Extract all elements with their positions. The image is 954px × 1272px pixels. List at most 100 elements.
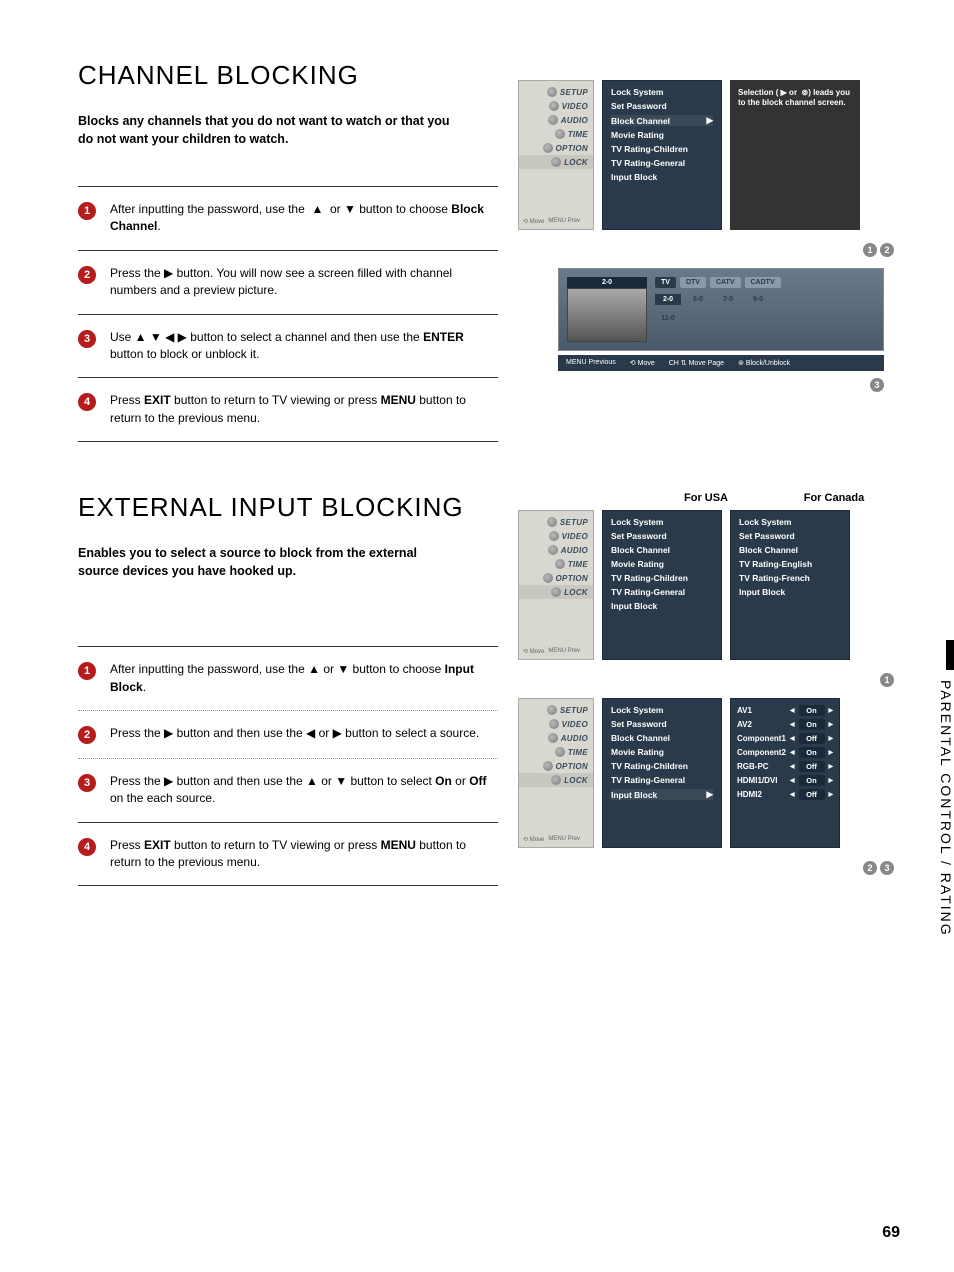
osd-menu-item: Input Block (739, 587, 841, 597)
section1-title: CHANNEL BLOCKING (78, 60, 498, 91)
step-text: Press EXIT button to return to TV viewin… (110, 837, 498, 872)
osd-sidebar-label: TIME (568, 748, 588, 757)
section-external-input-blocking: EXTERNAL INPUT BLOCKING Enables you to s… (78, 492, 894, 886)
section1-intro: Blocks any channels that you do not want… (78, 113, 458, 148)
osd-sidebar-label: AUDIO (561, 116, 588, 125)
menu-icon (548, 545, 558, 555)
osd-menu-panel: Lock SystemSet PasswordBlock Channel▶Mov… (602, 80, 722, 230)
menu-icon (543, 573, 553, 583)
osd-sidebar-label: AUDIO (561, 546, 588, 555)
channel-grid: TVDTVCATVCADTV 2-06-07-09-011-0 (655, 277, 875, 342)
input-settings-panel: AV1◀On▶AV2◀On▶Component1◀Off▶Component2◀… (730, 698, 840, 848)
step-number-badge: 4 (78, 838, 96, 856)
side-tab-label: PARENTAL CONTROL / RATING (938, 680, 954, 937)
osd-sidebar-label: TIME (568, 130, 588, 139)
step-refs-2a: 1 (518, 670, 894, 688)
side-tab-bar (946, 640, 954, 670)
channel-footer-hint: MENU Previous (566, 359, 616, 367)
osd-menu-label: Input Block (611, 601, 657, 611)
step-2: 2Press the ▶ button and then use the ◀ o… (78, 710, 498, 758)
osd-sidebar-item: VIDEO (519, 99, 593, 113)
triangle-right-icon: ▶ (829, 721, 834, 728)
osd-sidebar-item: AUDIO (519, 543, 593, 557)
input-block-row: HDMI1/DVI◀On▶ (737, 775, 833, 786)
step-text: Press the ▶ button and then use the ▲ or… (110, 773, 498, 808)
channel-tab: CATV (710, 277, 741, 288)
input-label: Component2 (737, 748, 786, 757)
osd-sidebar-item: VIDEO (519, 717, 593, 731)
page-number: 69 (882, 1224, 900, 1242)
channel-screen-footer: MENU Previous⟲ MoveCH ⇅ Move Page⊚ Block… (558, 355, 884, 371)
osd-menu-label: Set Password (739, 531, 795, 541)
triangle-right-icon: ▶ (829, 763, 834, 770)
step-text: Use ▲ ▼ ◀ ▶ button to select a channel a… (110, 329, 498, 364)
channel-cell: 6-0 (685, 294, 711, 305)
step-4: 4Press EXIT button to return to TV viewi… (78, 377, 498, 441)
input-label: HDMI2 (737, 790, 786, 799)
menu-icon (551, 587, 561, 597)
channel-cell: 11-0 (655, 313, 681, 324)
triangle-left-icon: ◀ (790, 791, 795, 798)
step-2: 2Press the ▶ button. You will now see a … (78, 250, 498, 314)
chevron-right-icon: ▶ (706, 789, 713, 800)
steps-column: CHANNEL BLOCKING Blocks any channels tha… (78, 60, 498, 442)
osd-menu-label: Input Block (611, 172, 657, 182)
osd-menu-item: Movie Rating (611, 747, 713, 757)
osd-sidebar-item: SETUP (519, 515, 593, 529)
step-text: After inputting the password, use the ▲ … (110, 661, 498, 696)
osd-menu-label: Block Channel (739, 545, 798, 555)
osd-menu-label: Lock System (611, 517, 663, 527)
step-1: 1After inputting the password, use the ▲… (78, 187, 498, 250)
osd-screen-2a: SETUPVIDEOAUDIOTIMEOPTIONLOCK⟲ MoveMENU … (518, 510, 894, 660)
step-number-badge: 1 (78, 662, 96, 680)
osd-sidebar-item: LOCK (519, 585, 593, 599)
osd-menu-label: TV Rating-Children (611, 144, 688, 154)
osd-screen-2b: SETUPVIDEOAUDIOTIMEOPTIONLOCK⟲ MoveMENU … (518, 698, 894, 848)
diagrams-column-1: SETUPVIDEOAUDIOTIMEOPTIONLOCK⟲ MoveMENU … (518, 60, 894, 442)
osd-menu-label: TV Rating-General (611, 158, 685, 168)
osd-sidebar-label: VIDEO (562, 720, 588, 729)
triangle-right-icon: ▶ (829, 791, 834, 798)
channel-footer-hint: CH ⇅ Move Page (669, 359, 724, 367)
osd-sidebar-label: AUDIO (561, 734, 588, 743)
section2-intro: Enables you to select a source to block … (78, 545, 458, 580)
osd-menu-label: Input Block (611, 790, 657, 800)
step-ref-badge: 3 (870, 378, 884, 392)
osd-menu-input-block: Lock SystemSet PasswordBlock ChannelMovi… (602, 698, 722, 848)
osd-menu-canada: Lock SystemSet PasswordBlock ChannelTV R… (730, 510, 850, 660)
osd-menu-usa: Lock SystemSet PasswordBlock ChannelMovi… (602, 510, 722, 660)
triangle-right-icon: ▶ (829, 749, 834, 756)
osd-menu-item: Movie Rating (611, 559, 713, 569)
triangle-left-icon: ◀ (790, 735, 795, 742)
osd-sidebar-footer: ⟲ MoveMENU Prev (519, 216, 593, 227)
input-value: On (799, 747, 825, 758)
step-ref-badge: 1 (863, 243, 877, 257)
step-number-badge: 3 (78, 330, 96, 348)
osd-menu-item: TV Rating-French (739, 573, 841, 583)
osd-menu-label: Block Channel (611, 733, 670, 743)
osd-sidebar-item: VIDEO (519, 529, 593, 543)
osd-menu-label: TV Rating-English (739, 559, 812, 569)
step-text: Press the ▶ button and then use the ◀ or… (110, 725, 479, 742)
menu-icon (543, 143, 553, 153)
input-block-row: Component2 ◀ On ▶ (737, 747, 833, 758)
menu-icon (549, 719, 559, 729)
osd-sidebar-footer: ⟲ MoveMENU Prev (519, 646, 593, 657)
osd-menu-label: Movie Rating (611, 559, 664, 569)
osd-menu-label: Movie Rating (611, 130, 664, 140)
input-value: On (799, 705, 825, 716)
osd-menu-item: TV Rating-General (611, 158, 713, 168)
osd-menu-label: Movie Rating (611, 747, 664, 757)
region-usa-label: For USA (646, 492, 766, 504)
osd-menu-item: TV Rating-English (739, 559, 841, 569)
menu-icon (551, 775, 561, 785)
input-block-row: RGB-PC◀Off▶ (737, 761, 833, 772)
step-number-badge: 3 (78, 774, 96, 792)
menu-icon (551, 157, 561, 167)
input-value: Off (799, 733, 825, 744)
triangle-left-icon: ◀ (790, 749, 795, 756)
osd-menu-item: Block Channel (611, 545, 713, 555)
osd-sidebar-item: LOCK (519, 155, 593, 169)
osd-menu-item: Lock System (611, 87, 713, 97)
osd-sidebar-label: TIME (568, 560, 588, 569)
